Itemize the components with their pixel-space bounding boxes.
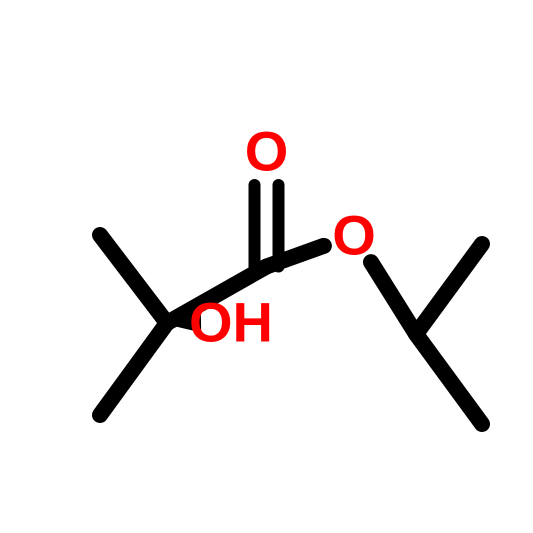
bond-single (416, 334, 482, 424)
atom-label-o: O (332, 204, 376, 267)
bond-single (100, 323, 167, 415)
molecule-diagram: OO OH (0, 0, 533, 533)
bond-single (416, 244, 482, 334)
bond-single (100, 235, 167, 323)
atom-label-o: O (245, 120, 289, 183)
bond-single (371, 262, 416, 334)
atom-label-oh: OH (189, 291, 273, 354)
